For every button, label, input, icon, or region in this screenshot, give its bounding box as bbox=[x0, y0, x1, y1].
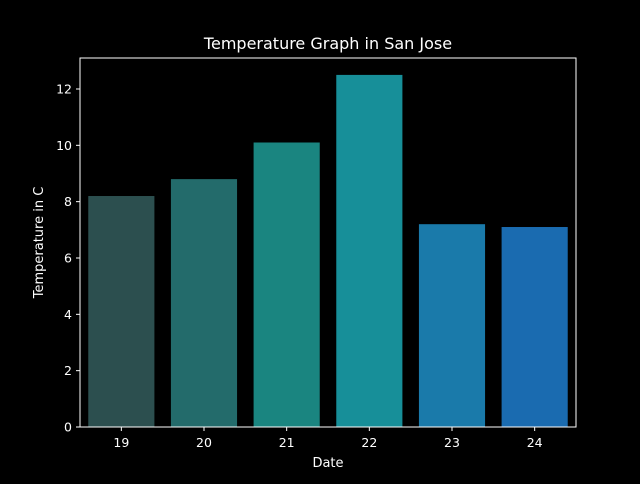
y-tick-label: 6 bbox=[64, 250, 72, 265]
y-tick-label: 8 bbox=[64, 194, 72, 209]
y-tick-label: 2 bbox=[64, 363, 72, 378]
y-tick-label: 12 bbox=[56, 81, 72, 96]
x-tick-label: 22 bbox=[361, 435, 377, 450]
bar-22 bbox=[336, 74, 403, 428]
bar-21 bbox=[253, 142, 320, 427]
x-tick-label: 21 bbox=[279, 435, 295, 450]
y-axis-ticks: 0 2 4 6 8 10 12 bbox=[56, 81, 80, 435]
bars-group bbox=[88, 74, 568, 428]
y-axis-label: Temperature in C bbox=[32, 187, 47, 300]
bar-19 bbox=[88, 196, 155, 427]
x-axis-ticks: 19 20 21 22 23 24 bbox=[113, 427, 543, 450]
x-axis-label: Date bbox=[312, 456, 343, 471]
y-tick-label: 4 bbox=[64, 307, 72, 322]
x-tick-label: 24 bbox=[527, 435, 543, 450]
x-tick-label: 23 bbox=[444, 435, 460, 450]
x-tick-label: 20 bbox=[196, 435, 212, 450]
y-tick-label: 0 bbox=[64, 420, 72, 435]
y-tick-label: 10 bbox=[56, 138, 72, 153]
plot-frame bbox=[79, 57, 577, 428]
bar-24 bbox=[501, 227, 568, 427]
bar-20 bbox=[170, 179, 238, 427]
bar-23 bbox=[418, 224, 486, 427]
chart-title: Temperature Graph in San Jose bbox=[203, 34, 452, 53]
x-tick-label: 19 bbox=[113, 435, 129, 450]
